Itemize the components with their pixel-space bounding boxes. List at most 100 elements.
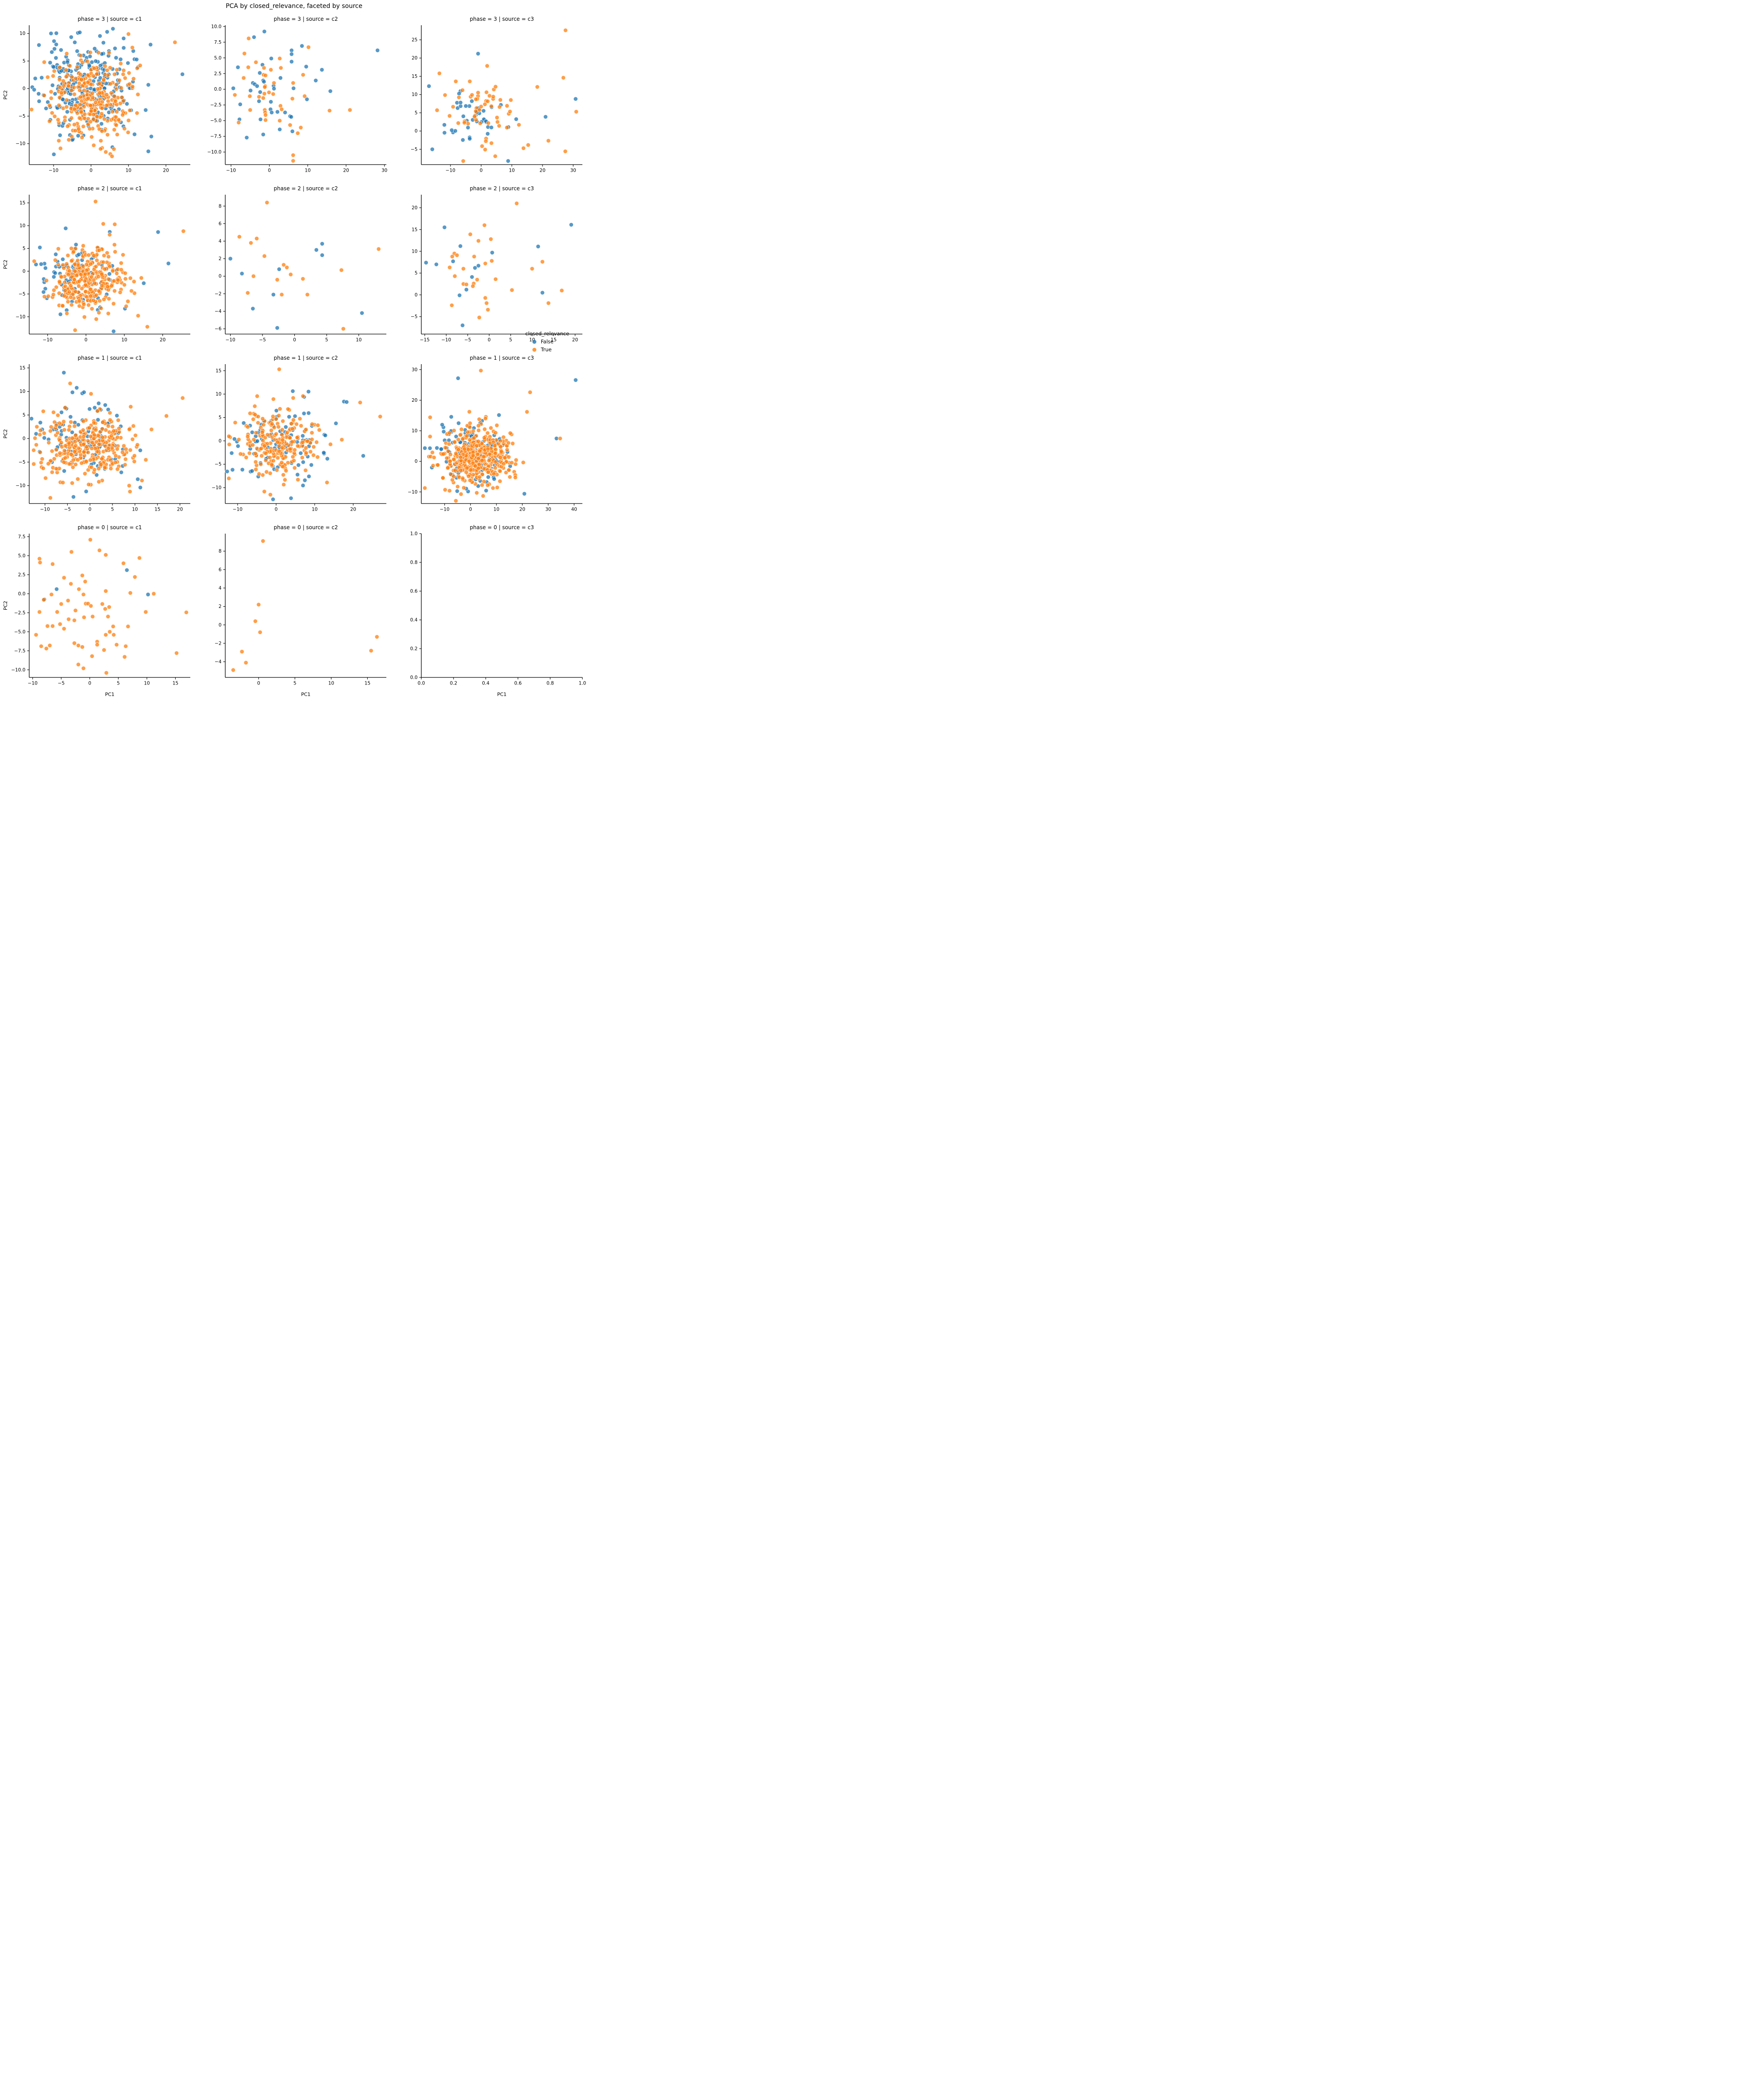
point-true	[48, 458, 53, 463]
point-true	[251, 274, 256, 279]
point-true	[114, 123, 119, 127]
point-false	[302, 478, 307, 483]
x-tick-label: 20	[343, 168, 349, 173]
point-true	[489, 104, 494, 109]
point-false	[87, 63, 92, 68]
point-true	[505, 447, 509, 452]
point-true	[164, 414, 169, 419]
point-false	[73, 242, 78, 247]
y-tick-label: 10	[216, 392, 221, 397]
panel-title: phase = 1 | source = c2	[274, 355, 338, 361]
point-true	[73, 462, 78, 467]
point-true	[284, 468, 289, 473]
y-tick-label: 20	[412, 398, 417, 403]
point-true	[110, 424, 115, 429]
point-true	[127, 81, 132, 87]
point-true	[47, 643, 52, 648]
point-true	[60, 304, 65, 308]
point-false	[321, 450, 326, 455]
point-true	[88, 119, 93, 124]
point-true	[123, 447, 128, 452]
point-true	[109, 91, 114, 96]
point-false	[138, 448, 143, 453]
x-tick-label: 20	[160, 338, 166, 343]
point-true	[472, 435, 477, 440]
point-true	[35, 424, 39, 429]
point-false	[456, 376, 461, 381]
point-true	[62, 293, 66, 298]
point-true	[277, 118, 282, 123]
point-true	[254, 60, 258, 65]
point-true	[241, 76, 246, 81]
point-true	[62, 265, 66, 271]
point-true	[116, 277, 120, 283]
point-true	[92, 420, 96, 425]
point-true	[72, 122, 77, 127]
point-false	[463, 104, 468, 108]
point-true	[96, 310, 101, 315]
point-false	[241, 421, 246, 426]
y-tick-label: 0	[415, 292, 418, 298]
point-true	[498, 97, 503, 102]
point-false	[74, 385, 79, 390]
point-true	[292, 447, 297, 452]
point-false	[225, 469, 230, 474]
point-true	[96, 479, 101, 484]
point-true	[227, 476, 231, 481]
point-true	[42, 60, 47, 65]
point-true	[126, 130, 131, 135]
point-true	[79, 286, 85, 291]
point-true	[302, 94, 307, 99]
figure-title: PCA by closed_relevance, faceted by sour…	[226, 3, 362, 10]
point-true	[497, 479, 502, 484]
y-tick-label: −10	[408, 489, 417, 495]
point-true	[476, 238, 481, 243]
point-true	[82, 279, 87, 284]
y-tick-label: 10	[412, 92, 417, 97]
point-false	[333, 421, 339, 426]
point-false	[269, 110, 274, 115]
point-true	[89, 274, 94, 280]
point-false	[29, 416, 34, 421]
point-true	[374, 634, 379, 639]
y-tick-label: 10	[19, 31, 25, 36]
point-true	[510, 441, 515, 446]
point-true	[70, 465, 75, 470]
point-true	[58, 146, 63, 151]
point-true	[281, 464, 285, 469]
point-true	[63, 405, 68, 410]
points-layer	[29, 370, 185, 500]
point-true	[100, 435, 105, 440]
point-true	[513, 475, 518, 480]
point-true	[47, 119, 52, 124]
point-false	[146, 592, 150, 597]
point-true	[48, 496, 53, 500]
point-true	[31, 448, 36, 453]
point-true	[131, 423, 136, 428]
point-true	[446, 449, 451, 454]
point-false	[44, 106, 49, 111]
point-false	[422, 446, 428, 450]
point-true	[89, 306, 94, 311]
point-true	[116, 117, 121, 122]
point-true	[285, 407, 290, 411]
panel-title: phase = 0 | source = c3	[470, 524, 534, 531]
y-tick-label: 5	[23, 412, 26, 418]
point-true	[508, 431, 513, 435]
y-tick-label: 10	[412, 428, 417, 434]
x-tick-label: −10	[28, 681, 38, 686]
point-true	[69, 88, 74, 93]
point-false	[289, 115, 294, 119]
panel-phase-3-source-c2: phase = 3 | source = c2 −10 0 10 20 30 −10.0 −7…	[207, 16, 387, 173]
point-true	[257, 472, 262, 477]
point-true	[248, 240, 254, 246]
point-false	[441, 429, 446, 434]
point-true	[435, 462, 440, 467]
point-false	[43, 265, 48, 270]
point-true	[66, 427, 71, 432]
x-tick-label: 20	[350, 507, 356, 512]
point-false	[51, 65, 56, 69]
point-true	[143, 458, 148, 462]
point-true	[290, 96, 295, 101]
x-tick-label: 0.4	[482, 681, 489, 686]
